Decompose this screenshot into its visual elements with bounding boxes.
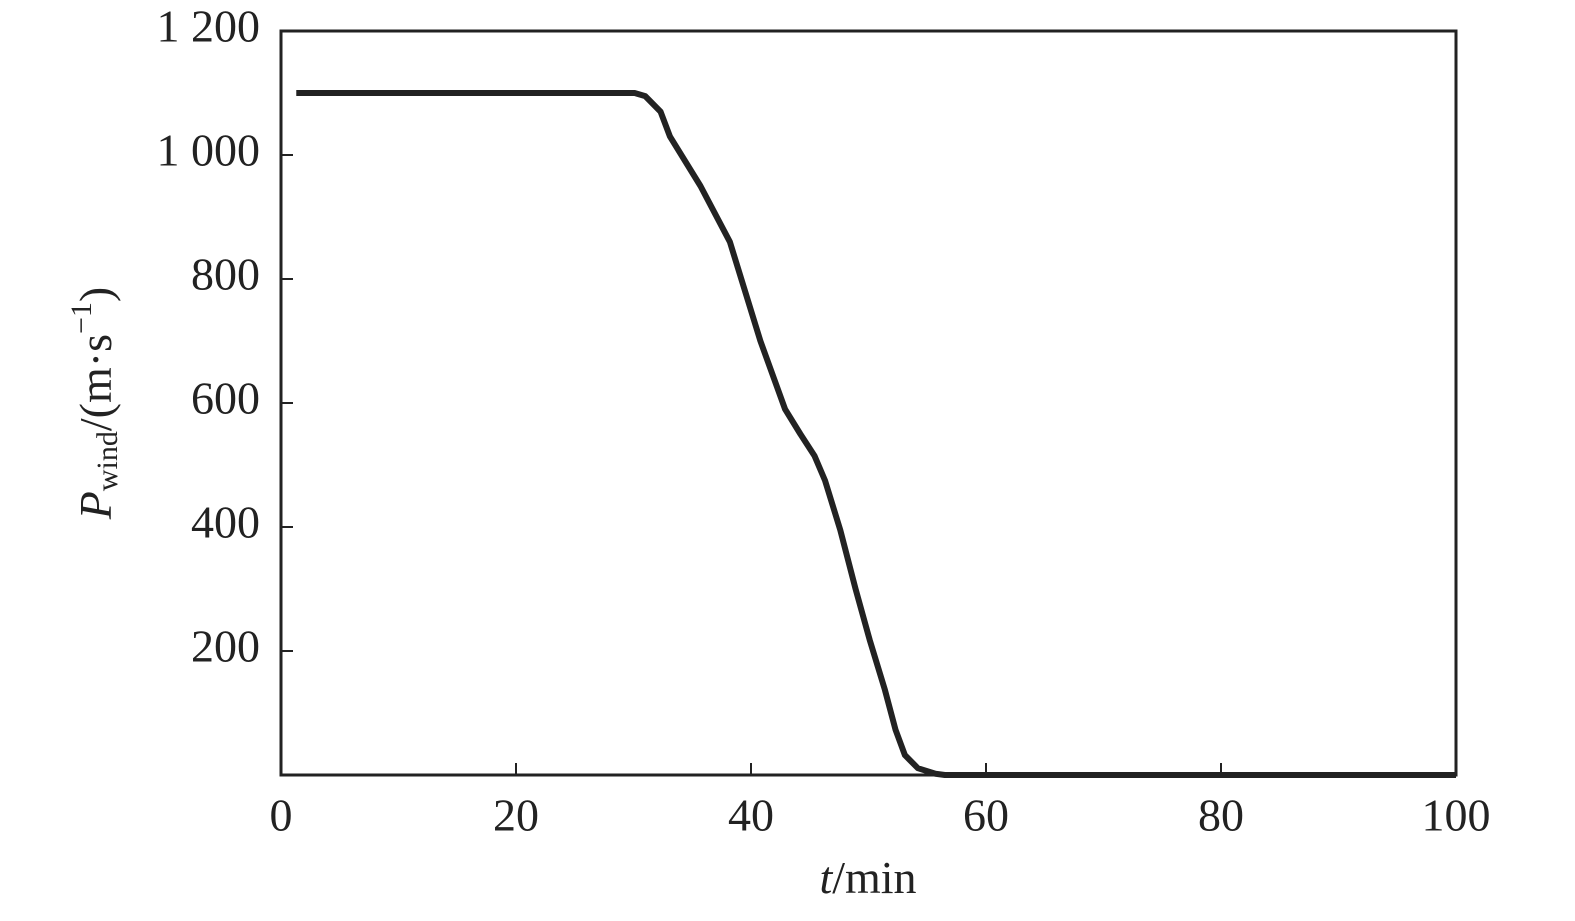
y-tick-label: 600 — [191, 373, 260, 424]
x-label-unit: /min — [832, 852, 916, 903]
y-tick-label: 800 — [191, 249, 260, 300]
x-label-symbol: t — [819, 852, 833, 903]
plot-frame — [279, 29, 1458, 777]
y-tick-label: 200 — [191, 621, 260, 672]
x-axis-label: t/min — [819, 852, 916, 903]
y-label-superscript: −1 — [65, 302, 98, 334]
x-tick-label: 100 — [1422, 790, 1491, 841]
x-tick-label: 60 — [963, 790, 1009, 841]
y-label-close: ) — [70, 287, 121, 302]
y-label-symbol: P — [70, 491, 121, 520]
x-tick-label: 0 — [270, 790, 293, 841]
y-tick-label: 400 — [191, 497, 260, 548]
x-tick-label: 20 — [493, 790, 539, 841]
y-tick-label: 1 200 — [157, 1, 261, 52]
data-line — [296, 90, 1456, 778]
x-tick-label: 80 — [1198, 790, 1244, 841]
y-label-subscript: wind — [91, 431, 124, 491]
x-tick-label: 40 — [728, 790, 774, 841]
y-label-unit: /(m·s — [70, 334, 121, 431]
y-tick-label: 1 000 — [157, 125, 261, 176]
y-axis-label: Pwind/(m·s−1) — [65, 287, 124, 520]
